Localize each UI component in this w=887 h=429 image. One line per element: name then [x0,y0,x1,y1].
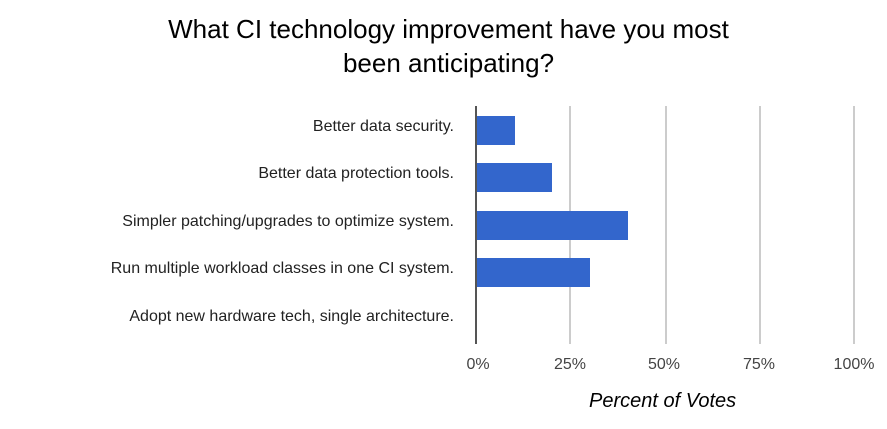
category-label: Run multiple workload classes in one CI … [110,260,454,277]
x-tick-label: 75% [742,356,776,373]
category-label: Adopt new hardware tech, single architec… [129,308,454,325]
bar [477,211,628,240]
category-label: Better data security. [312,118,454,135]
category-label: Better data protection tools. [258,165,454,182]
chart-title-line-2: been anticipating? [342,48,555,78]
gridline-75 [759,106,761,344]
y-axis-line [475,106,477,344]
x-tick-label: 100% [833,356,875,373]
bar [477,258,591,287]
bar [477,116,515,145]
chart-title-line-1: What CI technology improvement have you … [168,14,729,44]
chart-title: What CI technology improvement have you … [0,12,887,80]
x-tick-label: 50% [647,356,681,373]
category-label: Simpler patching/upgrades to optimize sy… [122,213,454,230]
plot-area [475,106,855,344]
bar [477,163,553,192]
x-tick-label: 0% [466,356,490,373]
gridline-50 [665,106,667,344]
x-axis-title: Percent of Votes [589,390,737,412]
gridline-100 [853,106,855,344]
x-tick-label: 25% [553,356,587,373]
